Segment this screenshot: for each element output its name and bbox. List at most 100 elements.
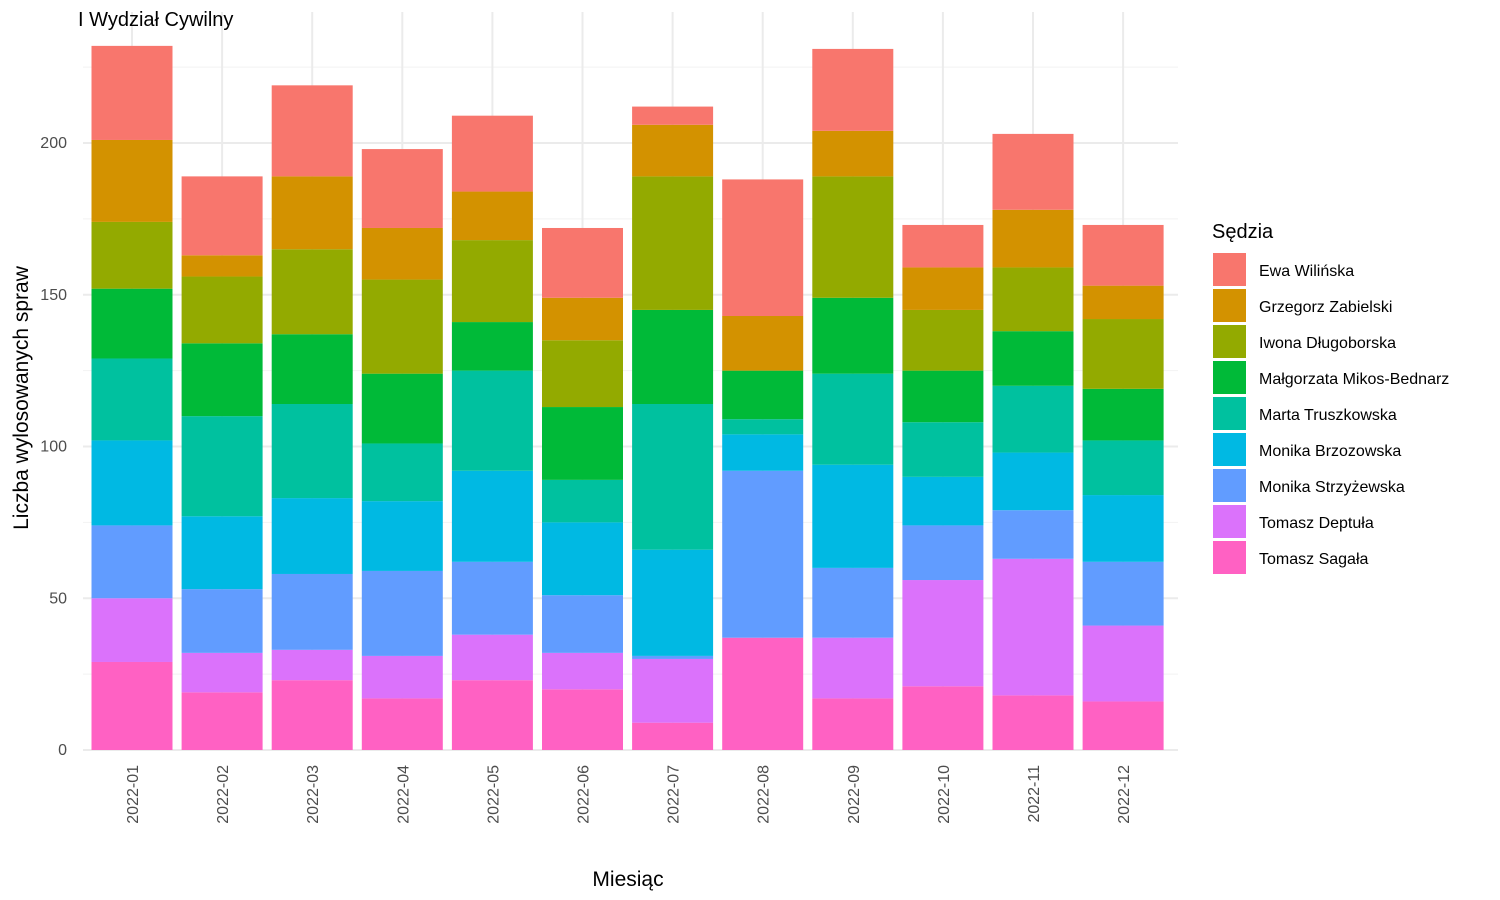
bar-segment	[992, 209, 1074, 268]
legend-swatch	[1213, 361, 1246, 394]
legend-items: Ewa Wilińska Grzegorz Zabielski Iwona Dług…	[1213, 253, 1449, 574]
bar-segment	[271, 680, 353, 750]
legend-swatch	[1213, 433, 1246, 466]
bar-segment	[722, 434, 804, 471]
legend-swatch	[1213, 289, 1246, 322]
legend-swatch	[1213, 505, 1246, 538]
bar-segment	[722, 315, 804, 371]
legend-swatch	[1213, 469, 1246, 502]
y-axis-title: Liczba wylosowanych spraw	[10, 265, 33, 530]
bar-segment	[1082, 701, 1164, 750]
bar-segment	[361, 373, 443, 444]
bar-segment	[451, 680, 533, 750]
bar-segment	[542, 407, 623, 480]
bar-segment	[632, 549, 714, 656]
bar-segment	[91, 661, 173, 750]
x-tick-label: 2022-08	[756, 765, 773, 824]
bar-segment	[992, 510, 1074, 559]
bar-segment	[992, 267, 1074, 332]
x-tick-label: 2022-02	[215, 765, 232, 824]
bar-segment	[632, 309, 714, 405]
bar-segment	[902, 267, 984, 310]
bar-segment	[992, 331, 1074, 386]
bar-segment	[271, 498, 353, 574]
legend-swatch	[1213, 325, 1246, 358]
legend-swatch	[1213, 541, 1246, 574]
bar-segment	[1082, 388, 1164, 441]
bar-segment	[812, 637, 894, 699]
bar-segment	[361, 698, 443, 750]
bar-segment	[632, 176, 714, 310]
bar-segment	[451, 634, 533, 681]
bar-segment	[812, 464, 894, 568]
bar-segment	[451, 370, 533, 471]
bar-segment	[91, 288, 173, 359]
y-axis-ticks: 0 50 100 150 200	[40, 135, 67, 759]
x-tick-label: 2022-06	[576, 765, 593, 824]
bar-segment	[542, 340, 623, 408]
bar-segment	[181, 343, 263, 417]
bar-segment	[542, 227, 623, 298]
bar-segment	[992, 385, 1074, 453]
legend-swatch	[1213, 397, 1246, 430]
y-tick-label: 0	[58, 742, 67, 759]
bar-segment	[1082, 285, 1164, 320]
bar-segment	[902, 422, 984, 477]
x-tick-label: 2022-03	[305, 765, 322, 824]
legend-label: Monika Brzozowska	[1259, 443, 1401, 460]
x-tick-label: 2022-10	[936, 765, 953, 824]
chart-title: I Wydział Cywilny	[78, 9, 233, 31]
x-tick-label: 2022-11	[1026, 765, 1043, 823]
legend-label: Tomasz Sagała	[1259, 551, 1368, 568]
bar-segment	[361, 501, 443, 571]
bar-segment	[181, 176, 263, 256]
bar-segment	[181, 692, 263, 750]
bar-segment	[181, 652, 263, 693]
bar-segment	[812, 48, 894, 131]
bar-segment	[1082, 561, 1164, 626]
bar-segment	[451, 191, 533, 241]
bar-segment	[361, 227, 443, 280]
bar-segment	[271, 176, 353, 250]
bar-segment	[451, 470, 533, 562]
bar-segment	[812, 373, 894, 465]
y-tick-label: 100	[40, 439, 67, 456]
bar-segment	[181, 589, 263, 653]
bar-segment	[902, 686, 984, 750]
y-tick-label: 150	[40, 287, 67, 304]
bar-segment	[902, 309, 984, 371]
bar-segment	[902, 224, 984, 268]
legend-title: Sędzia	[1212, 221, 1274, 243]
bar-segment	[361, 570, 443, 656]
legend-label: Marta Truszkowska	[1259, 407, 1397, 424]
bar-segment	[542, 595, 623, 653]
bar-segment	[632, 655, 714, 659]
bars	[91, 45, 1164, 750]
bar-segment	[542, 689, 623, 750]
bar-segment	[1082, 224, 1164, 286]
bar-segment	[451, 115, 533, 192]
bar-segment	[902, 476, 984, 526]
bar-segment	[902, 580, 984, 687]
bar-segment	[271, 404, 353, 499]
bar-segment	[632, 404, 714, 550]
legend-label: Iwona Długoborska	[1259, 335, 1396, 352]
bar-segment	[1082, 625, 1164, 702]
bar-segment	[902, 370, 984, 423]
bar-segment	[812, 130, 894, 177]
x-tick-label: 2022-07	[666, 765, 683, 824]
x-axis-title: Miesiąc	[592, 868, 663, 891]
y-tick-label: 50	[49, 590, 67, 607]
bar-segment	[812, 297, 894, 374]
bar-segment	[91, 598, 173, 662]
x-axis-ticks: 2022-01 2022-02 2022-03 2022-04 2022-05 2022-…	[125, 765, 1133, 824]
bar-segment	[812, 698, 894, 750]
bar-segment	[361, 655, 443, 699]
bar-segment	[271, 334, 353, 405]
bar-segment	[722, 470, 804, 638]
bar-segment	[181, 255, 263, 277]
bar-segment	[722, 419, 804, 435]
x-tick-label: 2022-05	[485, 765, 502, 824]
bar-segment	[1082, 495, 1164, 562]
bar-segment	[542, 522, 623, 596]
